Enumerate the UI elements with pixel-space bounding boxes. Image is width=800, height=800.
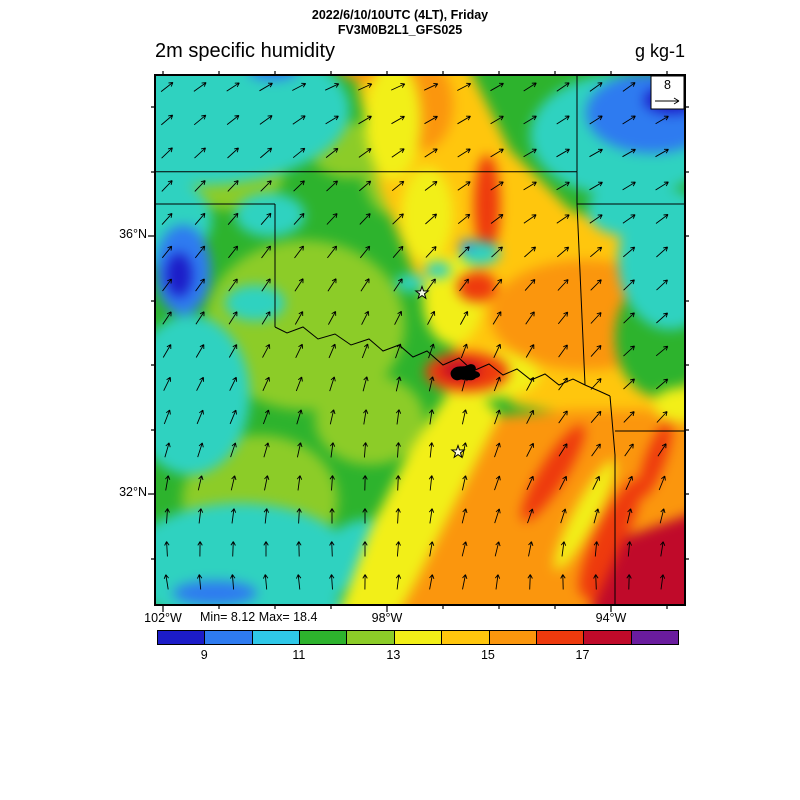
field-blob	[205, 240, 405, 410]
colorbar-cell	[536, 631, 585, 644]
lon-label: 102°W	[144, 611, 182, 625]
colorbar-tick-label: 15	[480, 648, 495, 662]
lon-label: 98°W	[371, 611, 403, 625]
field-blob	[587, 184, 667, 236]
field-blob	[425, 262, 451, 278]
field-blob	[554, 459, 616, 571]
colorbar-cell	[489, 631, 537, 644]
state-border	[609, 395, 616, 605]
minmax-stats: Min= 8.12 Max= 18.4	[200, 610, 318, 624]
colorbar-cell	[394, 631, 443, 644]
lat-label: 32°N	[119, 485, 147, 499]
subheader-row: 2m specific humidity g kg-1	[155, 40, 685, 63]
colorbar-cell	[442, 631, 490, 644]
star-marker	[450, 443, 466, 459]
field-blob	[521, 425, 585, 521]
units-label: g kg-1	[634, 41, 685, 61]
colorbar-tick-label: 9	[200, 648, 208, 662]
field-blob	[315, 375, 425, 465]
colorbar-cell	[158, 631, 206, 644]
map-plot: 8 Min= 8.12 Max= 18.4 36°N 32°N 102°W 98°W 9…	[119, 71, 689, 625]
field-blob	[474, 155, 500, 255]
colorbar-labels: 9 11 13 15 17	[157, 648, 679, 663]
field-blob	[173, 581, 257, 605]
field-blob	[251, 75, 295, 80]
field-blob	[155, 315, 250, 475]
title-model: FV3M0B2L1_GFS025	[337, 23, 463, 37]
humidity-field-canvas	[155, 75, 685, 605]
field-blob	[270, 95, 340, 135]
colorbar-cell	[205, 631, 253, 644]
wind-arrows	[160, 81, 669, 590]
field-blob	[365, 75, 421, 180]
colorbar-cell	[347, 631, 395, 644]
title-block: 2022/6/10/10UTC (4LT), Friday FV3M0B2L1_…	[0, 8, 800, 38]
wind-ref-arrow-icon	[655, 97, 680, 105]
colorbar-cell	[584, 631, 632, 644]
wind-ref-value: 8	[664, 78, 671, 92]
state-border	[274, 326, 586, 386]
map-overlay: 8	[148, 71, 689, 612]
colorbar-tick-label: 13	[386, 648, 401, 662]
title-datetime: 2022/6/10/10UTC (4LT), Friday	[311, 8, 489, 22]
field-blob	[155, 503, 355, 605]
state-border	[576, 203, 586, 386]
field-blob	[460, 240, 474, 250]
plot-frame	[154, 74, 686, 606]
lat-label: 36°N	[119, 227, 147, 241]
field-blob	[638, 422, 672, 498]
lake-marker	[450, 364, 481, 381]
colorbar-cell	[252, 631, 301, 644]
field-blob	[342, 375, 500, 605]
lon-label: 94°W	[595, 611, 627, 625]
colorbar-cell	[300, 631, 348, 644]
star-marker	[414, 284, 430, 300]
colorbar-cell	[631, 631, 678, 644]
colorbar-tick-label: 11	[292, 648, 306, 662]
colorbar	[157, 630, 679, 645]
colorbar-tick-label: 17	[575, 648, 590, 662]
field-blob	[166, 253, 192, 297]
field-blob	[401, 167, 453, 263]
humidity-field	[155, 75, 685, 605]
axis-ticks	[148, 71, 689, 612]
field-blob	[395, 274, 425, 292]
field-blob	[653, 387, 685, 423]
field-title: 2m specific humidity	[155, 40, 336, 62]
state-border	[584, 384, 611, 397]
